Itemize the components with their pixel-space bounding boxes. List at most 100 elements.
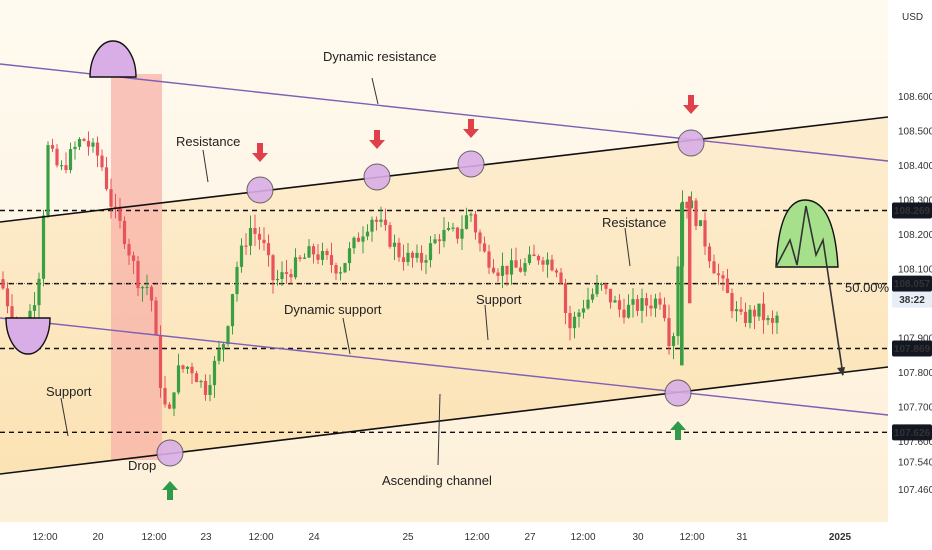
candle (352, 236, 356, 254)
y-tick-label: 108.500 (898, 126, 932, 137)
candle-body (419, 252, 424, 263)
candle (154, 296, 158, 336)
candle-body (734, 309, 739, 312)
candle (676, 256, 680, 345)
price-badge-2: 38:22 (899, 295, 925, 306)
candle (73, 141, 77, 160)
candle-body (451, 227, 455, 229)
candle (554, 268, 559, 278)
candle (577, 309, 581, 328)
candle (545, 252, 550, 278)
candle (608, 288, 613, 309)
candle-body (541, 260, 545, 265)
touch-circle-5 (156, 439, 184, 467)
candle-body (293, 257, 298, 278)
price-axis-panel (888, 0, 932, 550)
candle-body (365, 231, 370, 237)
candle (617, 294, 622, 318)
projection-dome (775, 199, 839, 268)
candle-body (379, 219, 383, 222)
candle (59, 160, 64, 171)
candle-body (329, 255, 334, 265)
candle (446, 221, 451, 232)
x-tick-label: 23 (200, 532, 212, 543)
candle (64, 152, 68, 174)
candle-body (644, 298, 649, 306)
x-tick-label: 12:00 (32, 532, 57, 543)
buy-arrow-1 (670, 421, 686, 440)
candle-body (118, 206, 122, 221)
candle (293, 248, 298, 280)
y-tick-label: 108.300 (898, 195, 932, 206)
annotation-dynamic-support: Dynamic support (284, 302, 382, 317)
candle-body (55, 148, 59, 166)
candle-body (50, 145, 55, 149)
spike-candle-up (680, 203, 684, 366)
candle-body (100, 155, 104, 168)
candle (586, 287, 590, 310)
candle (374, 216, 379, 231)
candle (410, 250, 415, 268)
candle-body (550, 259, 554, 271)
candle-body (685, 201, 689, 209)
candle-body (109, 189, 113, 207)
candle (347, 241, 352, 271)
candle-body (59, 165, 64, 167)
price-badge-bg (892, 340, 932, 357)
candle (109, 178, 113, 219)
candle (770, 310, 775, 335)
candle (442, 217, 446, 248)
y-tick-label: 108.400 (898, 161, 932, 172)
candle-body (586, 299, 590, 309)
candle-body (653, 298, 658, 309)
candle (284, 259, 289, 284)
candle-body (568, 313, 572, 329)
candle-body (352, 237, 356, 249)
candle (536, 254, 541, 265)
candle (757, 303, 761, 321)
candle-body (298, 257, 302, 259)
candle-body (590, 294, 595, 300)
label-pointer-4 (484, 304, 489, 341)
x-tick-label: 25 (402, 532, 414, 543)
candle-body (230, 294, 235, 327)
candle-body (172, 392, 176, 409)
candle (775, 311, 779, 335)
candle (631, 288, 635, 318)
label-pointer-3 (342, 317, 351, 355)
candle-body (545, 259, 550, 265)
candle-body (689, 200, 694, 209)
candle (77, 137, 82, 150)
candle-body (194, 373, 199, 383)
channel-upper-line (0, 116, 889, 223)
candle-body (95, 142, 100, 156)
candle-body (185, 366, 190, 369)
candle (86, 131, 91, 156)
candle-body (725, 278, 730, 294)
candle-body (212, 360, 217, 386)
candle (460, 215, 464, 250)
candle (41, 209, 46, 287)
candle (397, 237, 401, 262)
candle-body (631, 299, 635, 305)
candle (131, 251, 136, 275)
candle (194, 371, 199, 383)
candle (298, 254, 302, 262)
candle (212, 356, 217, 398)
candle (244, 233, 248, 255)
dynamic-support-line (0, 317, 889, 416)
price-badge-bg (892, 291, 932, 308)
candle-body (671, 336, 676, 347)
candle-body (730, 293, 734, 312)
candle-body (662, 304, 667, 319)
candle (712, 254, 716, 274)
candle-body (775, 315, 779, 323)
candle (172, 392, 176, 417)
candle (658, 292, 662, 310)
candle-body (581, 308, 586, 313)
x-tick-label: 12:00 (570, 532, 595, 543)
candle (581, 299, 586, 319)
candle (316, 244, 320, 265)
candle (325, 248, 329, 260)
